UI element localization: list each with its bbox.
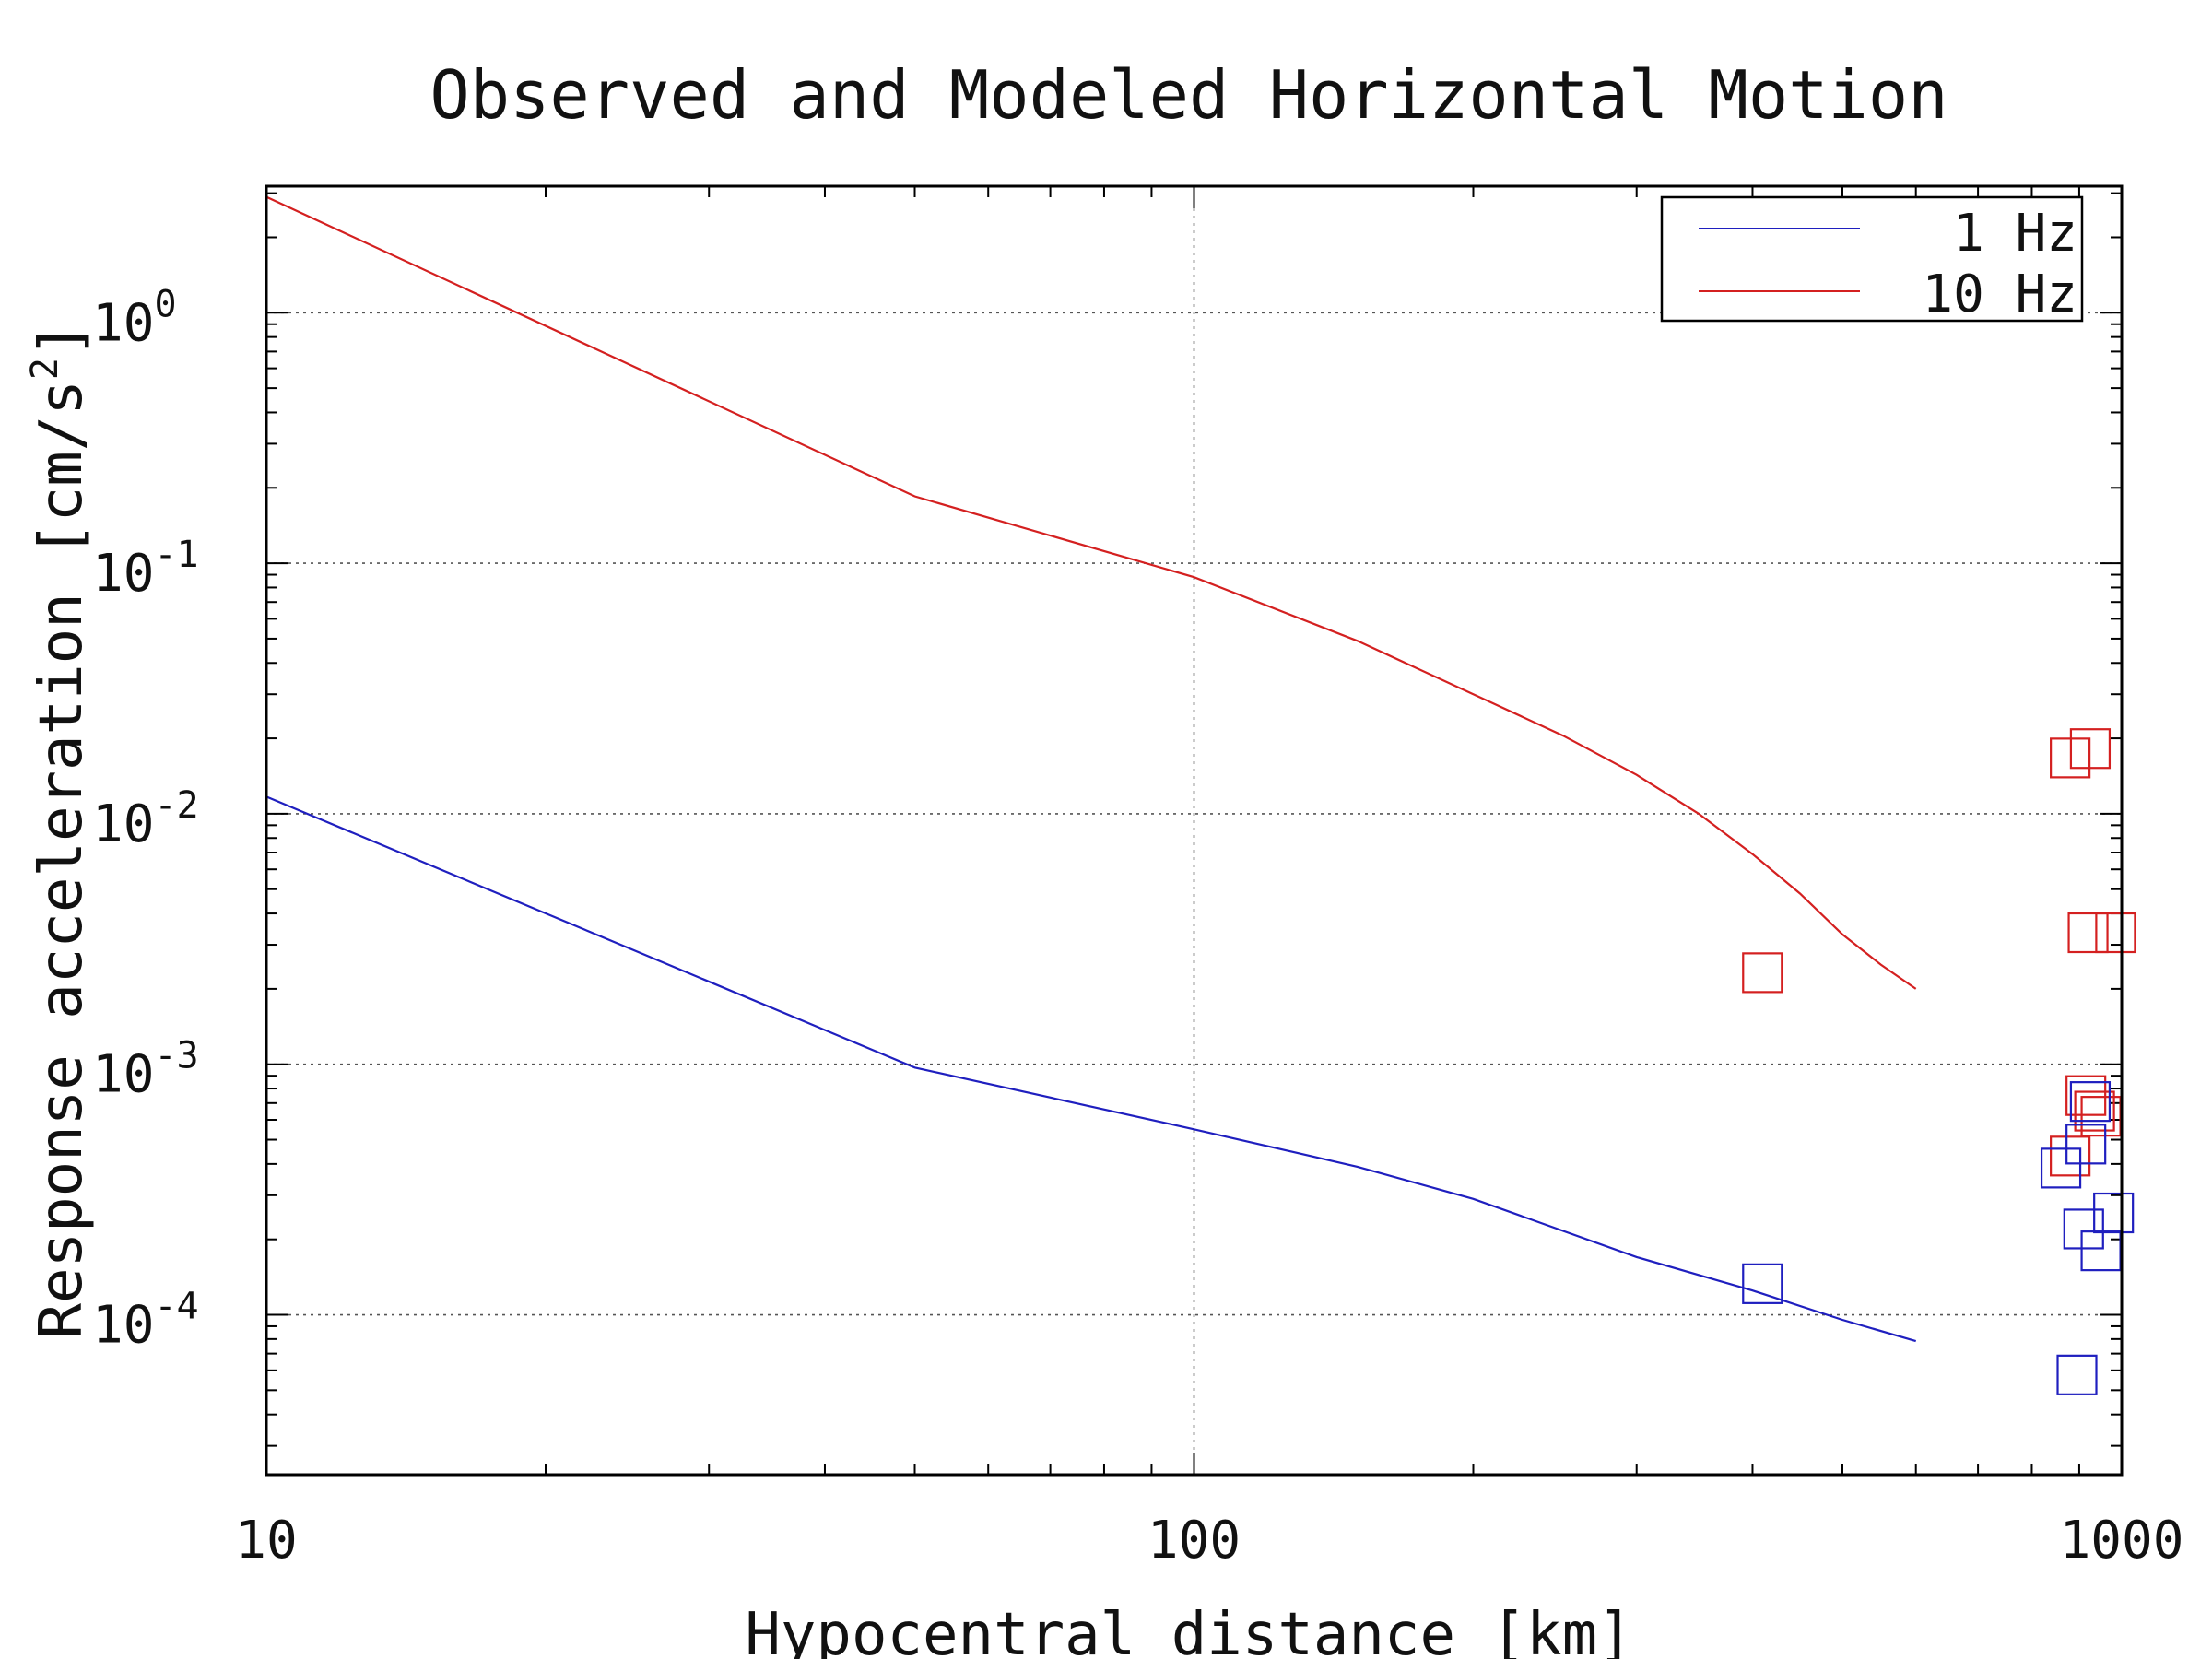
- observed-marker-10hz: [2067, 912, 2109, 954]
- observed-marker-10hz: [2069, 728, 2112, 770]
- y-tick-base: 10: [92, 293, 154, 353]
- observed-marker-1hz: [1742, 1263, 1783, 1304]
- y-tick-label: 10-3: [92, 1035, 199, 1105]
- observed-marker-1hz: [2069, 1081, 2112, 1123]
- y-tick-label: 10-1: [92, 534, 199, 604]
- observed-markers: [1742, 728, 2136, 1395]
- y-tick-exponent: -4: [154, 1286, 198, 1328]
- observed-marker-10hz: [2050, 1135, 2091, 1177]
- observed-marker-1hz: [2093, 1192, 2135, 1234]
- y-tick-base: 10: [92, 1296, 154, 1356]
- y-axis-label-sup: 2: [24, 358, 66, 380]
- y-tick-base: 10: [92, 544, 154, 604]
- y-axis-label-tail: ]: [28, 323, 96, 359]
- y-tick-exponent: 0: [154, 283, 176, 325]
- observed-marker-1hz: [2040, 1147, 2082, 1189]
- observed-marker-1hz: [2063, 1208, 2104, 1250]
- x-tick-label: 100: [1147, 1511, 1241, 1571]
- y-tick-base: 10: [92, 794, 154, 854]
- observed-marker-10hz: [2074, 1090, 2115, 1132]
- y-tick-label: 100: [92, 283, 177, 353]
- x-axis-label: Hypocentral distance [km]: [745, 1601, 1632, 1659]
- series-line-10hz: [265, 195, 1917, 990]
- observed-marker-10hz: [2095, 912, 2136, 954]
- series-layer: [265, 195, 1917, 1343]
- chart-title: Observed and Modeled Horizontal Motion: [429, 56, 1947, 134]
- legend: 1 Hz 10 Hz: [1660, 195, 2084, 324]
- plot-frame: [265, 184, 2124, 1477]
- y-tick-exponent: -1: [154, 534, 198, 576]
- y-axis-label: Response acceleration [cm/s2]: [24, 323, 96, 1339]
- observed-marker-10hz: [2065, 1075, 2107, 1116]
- observed-marker-1hz: [2065, 1124, 2107, 1165]
- grid-lines: [266, 186, 2122, 1475]
- legend-box: [1660, 195, 2084, 323]
- series-line-1hz: [265, 795, 1917, 1343]
- x-tick-labels: 10 100 1000: [235, 1511, 2183, 1571]
- observed-marker-10hz: [1742, 952, 1783, 994]
- y-tick-label: 10-2: [92, 784, 199, 854]
- y-tick-exponent: -3: [154, 1035, 198, 1077]
- legend-label-10hz: 10 Hz: [1922, 265, 2077, 324]
- x-tick-label: 10: [235, 1511, 297, 1571]
- y-tick-base: 10: [92, 1045, 154, 1105]
- y-axis-label-main: Response acceleration [cm/s: [28, 380, 96, 1338]
- y-tick-exponent: -2: [154, 784, 198, 827]
- observed-marker-1hz: [2080, 1230, 2122, 1272]
- y-tick-label: 10-4: [92, 1286, 199, 1356]
- observed-marker-1hz: [2056, 1354, 2098, 1395]
- x-tick-label: 1000: [2060, 1511, 2184, 1571]
- axis-ticks: [265, 186, 2122, 1475]
- legend-label-1hz: 1 Hz: [1953, 204, 2077, 264]
